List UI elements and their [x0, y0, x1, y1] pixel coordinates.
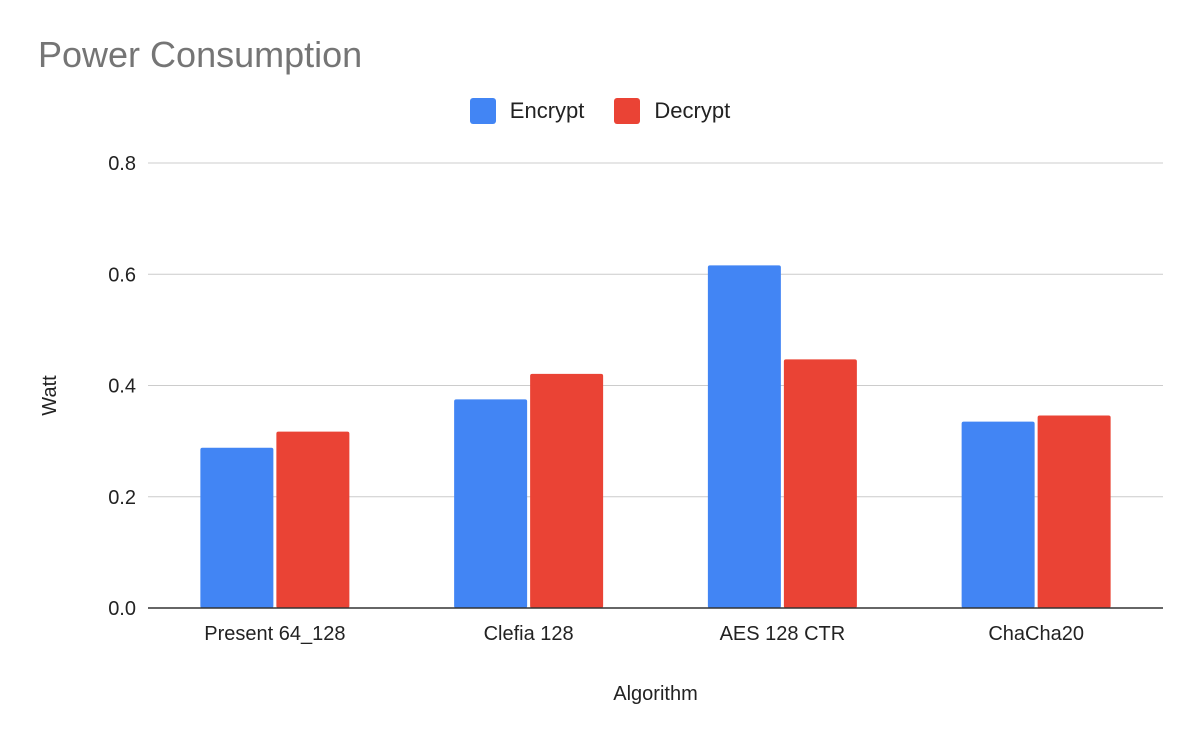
x-tick-label: Clefia 128 [484, 623, 574, 645]
legend-swatch-encrypt [469, 98, 496, 124]
bar-decrypt-1 [530, 373, 604, 608]
bar-encrypt-0 [200, 447, 274, 608]
bar-decrypt-0 [276, 431, 350, 608]
bar-encrypt-2 [707, 265, 781, 608]
legend: Encrypt Decrypt [0, 98, 1200, 124]
bar-encrypt-3 [961, 421, 1035, 608]
bar-decrypt-2 [783, 359, 857, 608]
legend-item-decrypt: Decrypt [614, 98, 730, 124]
bar-encrypt-1 [454, 399, 528, 608]
y-tick-label: 0.8 [108, 153, 136, 175]
legend-label-decrypt: Decrypt [654, 98, 731, 123]
legend-swatch-decrypt [614, 98, 641, 124]
x-axis-label: Algorithm [613, 683, 697, 705]
y-tick-label: 0.6 [108, 264, 136, 286]
bar-decrypt-3 [1037, 415, 1111, 608]
y-tick-label: 0.4 [108, 376, 136, 398]
legend-item-encrypt: Encrypt [469, 98, 585, 124]
y-tick-label: 0.2 [108, 487, 136, 509]
legend-label-encrypt: Encrypt [509, 98, 585, 123]
y-tick-label: 0.0 [108, 598, 136, 620]
y-axis-label: Watt [39, 375, 61, 416]
x-tick-labels: Present 64_128 Clefia 128 AES 128 CTR ChaCh… [204, 623, 1084, 645]
x-tick-label: AES 128 CTR [720, 623, 846, 645]
bars [200, 265, 1111, 608]
x-tick-label: ChaCha20 [988, 623, 1084, 645]
x-tick-label: Present 64_128 [204, 623, 345, 645]
chart-title: Power Consumption [38, 34, 363, 75]
y-tick-labels: 0.0 0.2 0.4 0.6 0.8 [108, 153, 136, 620]
